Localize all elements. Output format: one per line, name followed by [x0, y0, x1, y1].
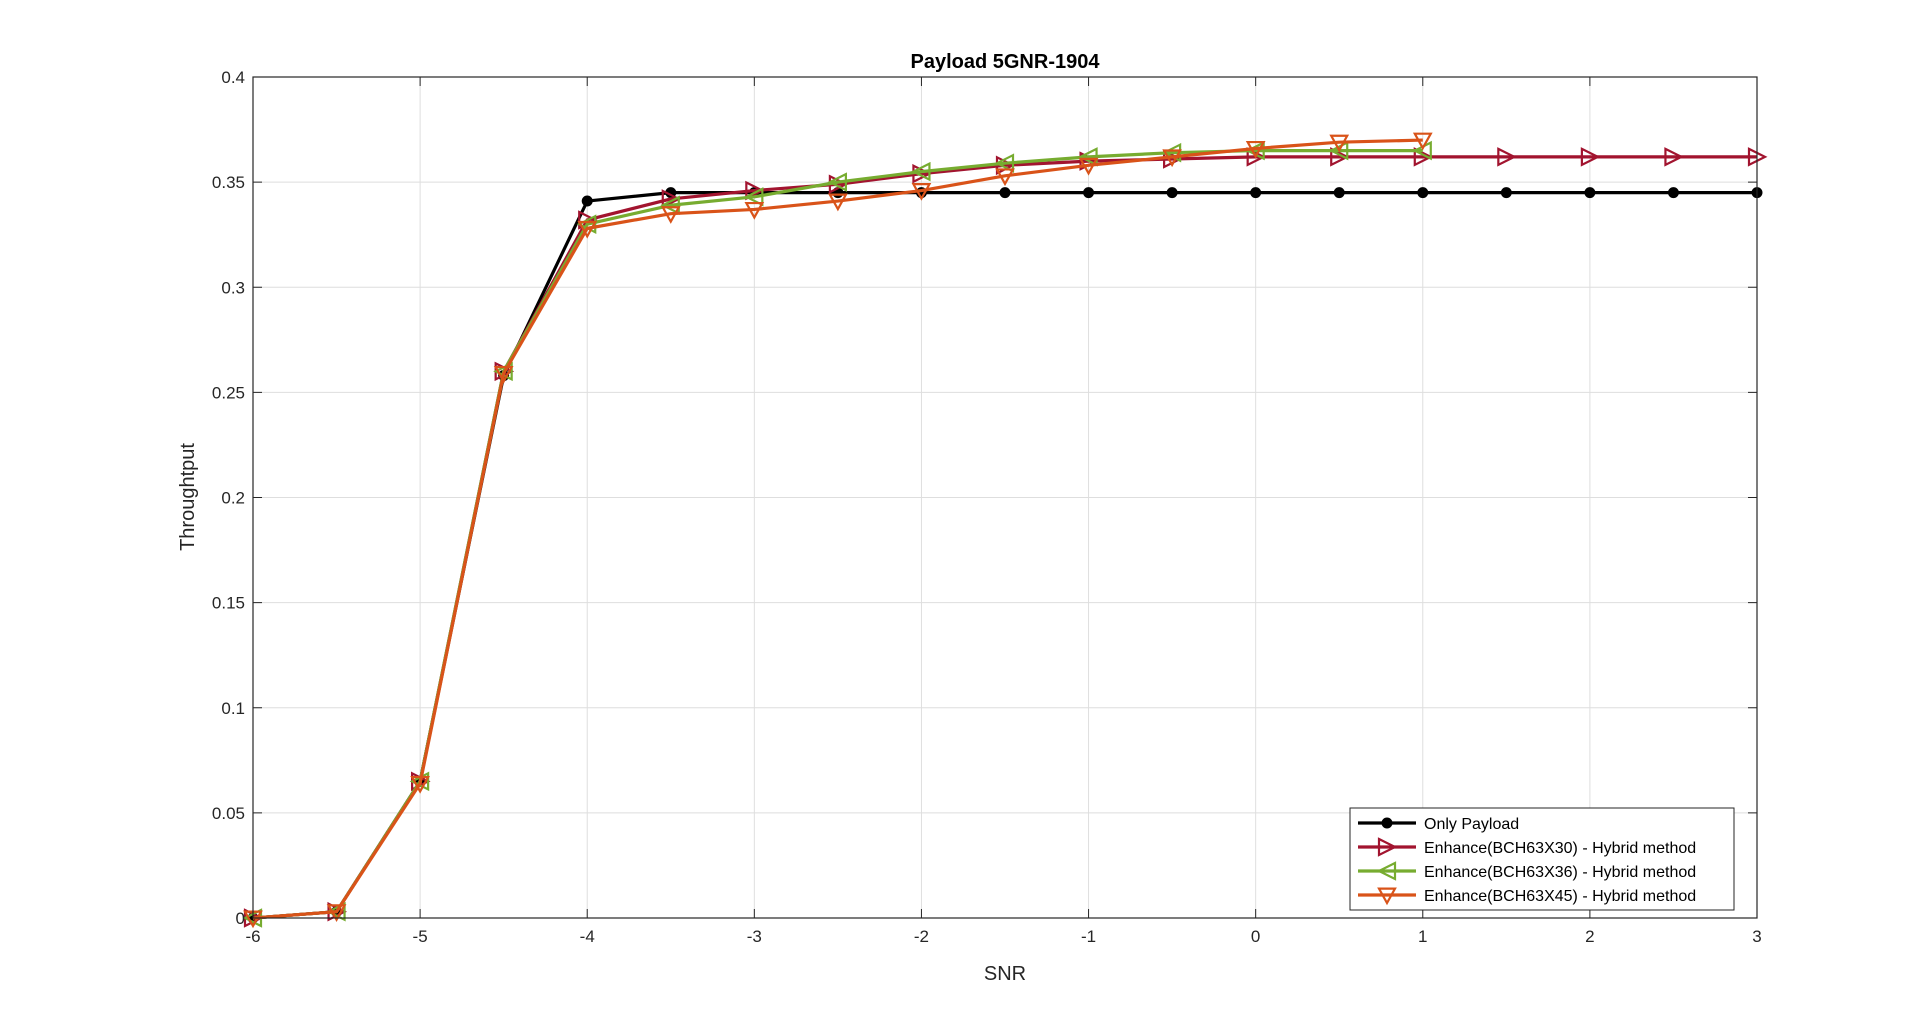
- x-tick-label: -6: [245, 927, 260, 946]
- data-point: [1328, 140, 1349, 161]
- x-tick-label: -3: [747, 927, 762, 946]
- data-point: [911, 183, 932, 201]
- data-point: [994, 153, 1015, 173]
- x-tick-label: -1: [1081, 927, 1096, 946]
- y-tick-label: 0: [236, 909, 245, 928]
- data-point: [410, 775, 430, 794]
- data-point: [1330, 147, 1350, 167]
- legend: Only Payload Enhance(BCH63X30) - Hybrid m…: [1349, 807, 1735, 911]
- data-point: [326, 901, 346, 922]
- chart-title: Payload 5GNR-1904: [911, 51, 1101, 73]
- data-point: [1246, 147, 1267, 167]
- y-tick-label: 0.2: [221, 489, 245, 508]
- data-point: [744, 201, 765, 220]
- data-point: [326, 904, 347, 922]
- data-point: [1584, 187, 1596, 199]
- legend-marker: [1377, 887, 1397, 906]
- x-tick-label: -4: [580, 927, 595, 946]
- legend-marker: [1381, 817, 1393, 829]
- data-point: [743, 187, 764, 207]
- series-4: [243, 132, 1433, 929]
- y-tick-label: 0.25: [212, 383, 245, 402]
- data-point: [1412, 132, 1433, 151]
- data-point: [1413, 147, 1434, 167]
- data-point: [1580, 147, 1601, 167]
- data-point: [999, 187, 1011, 199]
- data-point: [1245, 140, 1266, 159]
- x-tick-label: 1: [1418, 927, 1427, 946]
- legend-marker: [1376, 861, 1397, 881]
- legend-label: Only Payload: [1424, 816, 1519, 833]
- legend-marker: [1377, 837, 1398, 857]
- data-point: [828, 193, 848, 212]
- x-tick-label: -5: [413, 927, 428, 946]
- legend-label: Enhance(BCH63X45) - Hybrid method: [1424, 888, 1696, 905]
- y-axis-label: Throughtput: [177, 443, 199, 551]
- data-point: [745, 180, 765, 201]
- legend-item: Only Payload: [1358, 816, 1519, 833]
- x-tick-label: 2: [1585, 927, 1594, 946]
- data-point: [493, 365, 514, 384]
- legend-item: Enhance(BCH63X45) - Hybrid method: [1358, 887, 1696, 906]
- legend-label: Enhance(BCH63X36) - Hybrid method: [1424, 864, 1696, 881]
- data-point: [1417, 187, 1429, 199]
- data-point: [1329, 134, 1350, 153]
- data-point: [1078, 147, 1098, 167]
- data-point: [1166, 187, 1178, 199]
- legend-box: [1349, 807, 1735, 911]
- data-point: [1162, 149, 1182, 168]
- data-point: [910, 161, 931, 182]
- legend-label: Enhance(BCH63X30) - Hybrid method: [1424, 840, 1696, 857]
- data-point: [581, 195, 593, 207]
- legend-item: Enhance(BCH63X36) - Hybrid method: [1358, 861, 1696, 881]
- y-tick-label: 0.35: [212, 173, 245, 192]
- x-tick-label: 3: [1752, 927, 1761, 946]
- ticks: -6 -5 -4 -3 -2 -1 0 1 2 3 0 0.05 0.1 0.15 0.2 0.25 0.3 0.…: [212, 68, 1762, 946]
- y-tick-label: 0.4: [221, 68, 245, 87]
- y-tick-label: 0.15: [212, 594, 245, 613]
- data-point: [1333, 187, 1345, 199]
- x-tick-label: 0: [1251, 927, 1260, 946]
- y-tick-label: 0.3: [221, 278, 245, 297]
- y-tick-label: 0.1: [221, 699, 245, 718]
- data-point: [1083, 187, 1095, 199]
- data-point: [660, 195, 680, 216]
- series-lines: [242, 132, 1768, 929]
- legend-item: Enhance(BCH63X30) - Hybrid method: [1358, 837, 1696, 857]
- data-point: [577, 220, 598, 239]
- data-point: [661, 189, 682, 209]
- data-point: [1664, 147, 1684, 167]
- x-tick-label: -2: [914, 927, 929, 946]
- x-axis-label: SNR: [984, 963, 1026, 985]
- data-point: [1497, 147, 1517, 167]
- data-point: [1667, 187, 1679, 199]
- data-point: [1500, 187, 1512, 199]
- data-point: [995, 168, 1015, 187]
- data-point: [660, 206, 681, 224]
- series-line: [252, 138, 1423, 920]
- data-point: [1250, 187, 1262, 199]
- data-point: [827, 172, 847, 192]
- legend-entries: Only Payload Enhance(BCH63X30) - Hybrid m…: [1358, 816, 1696, 906]
- data-point: [1078, 157, 1099, 176]
- y-tick-label: 0.05: [212, 804, 245, 823]
